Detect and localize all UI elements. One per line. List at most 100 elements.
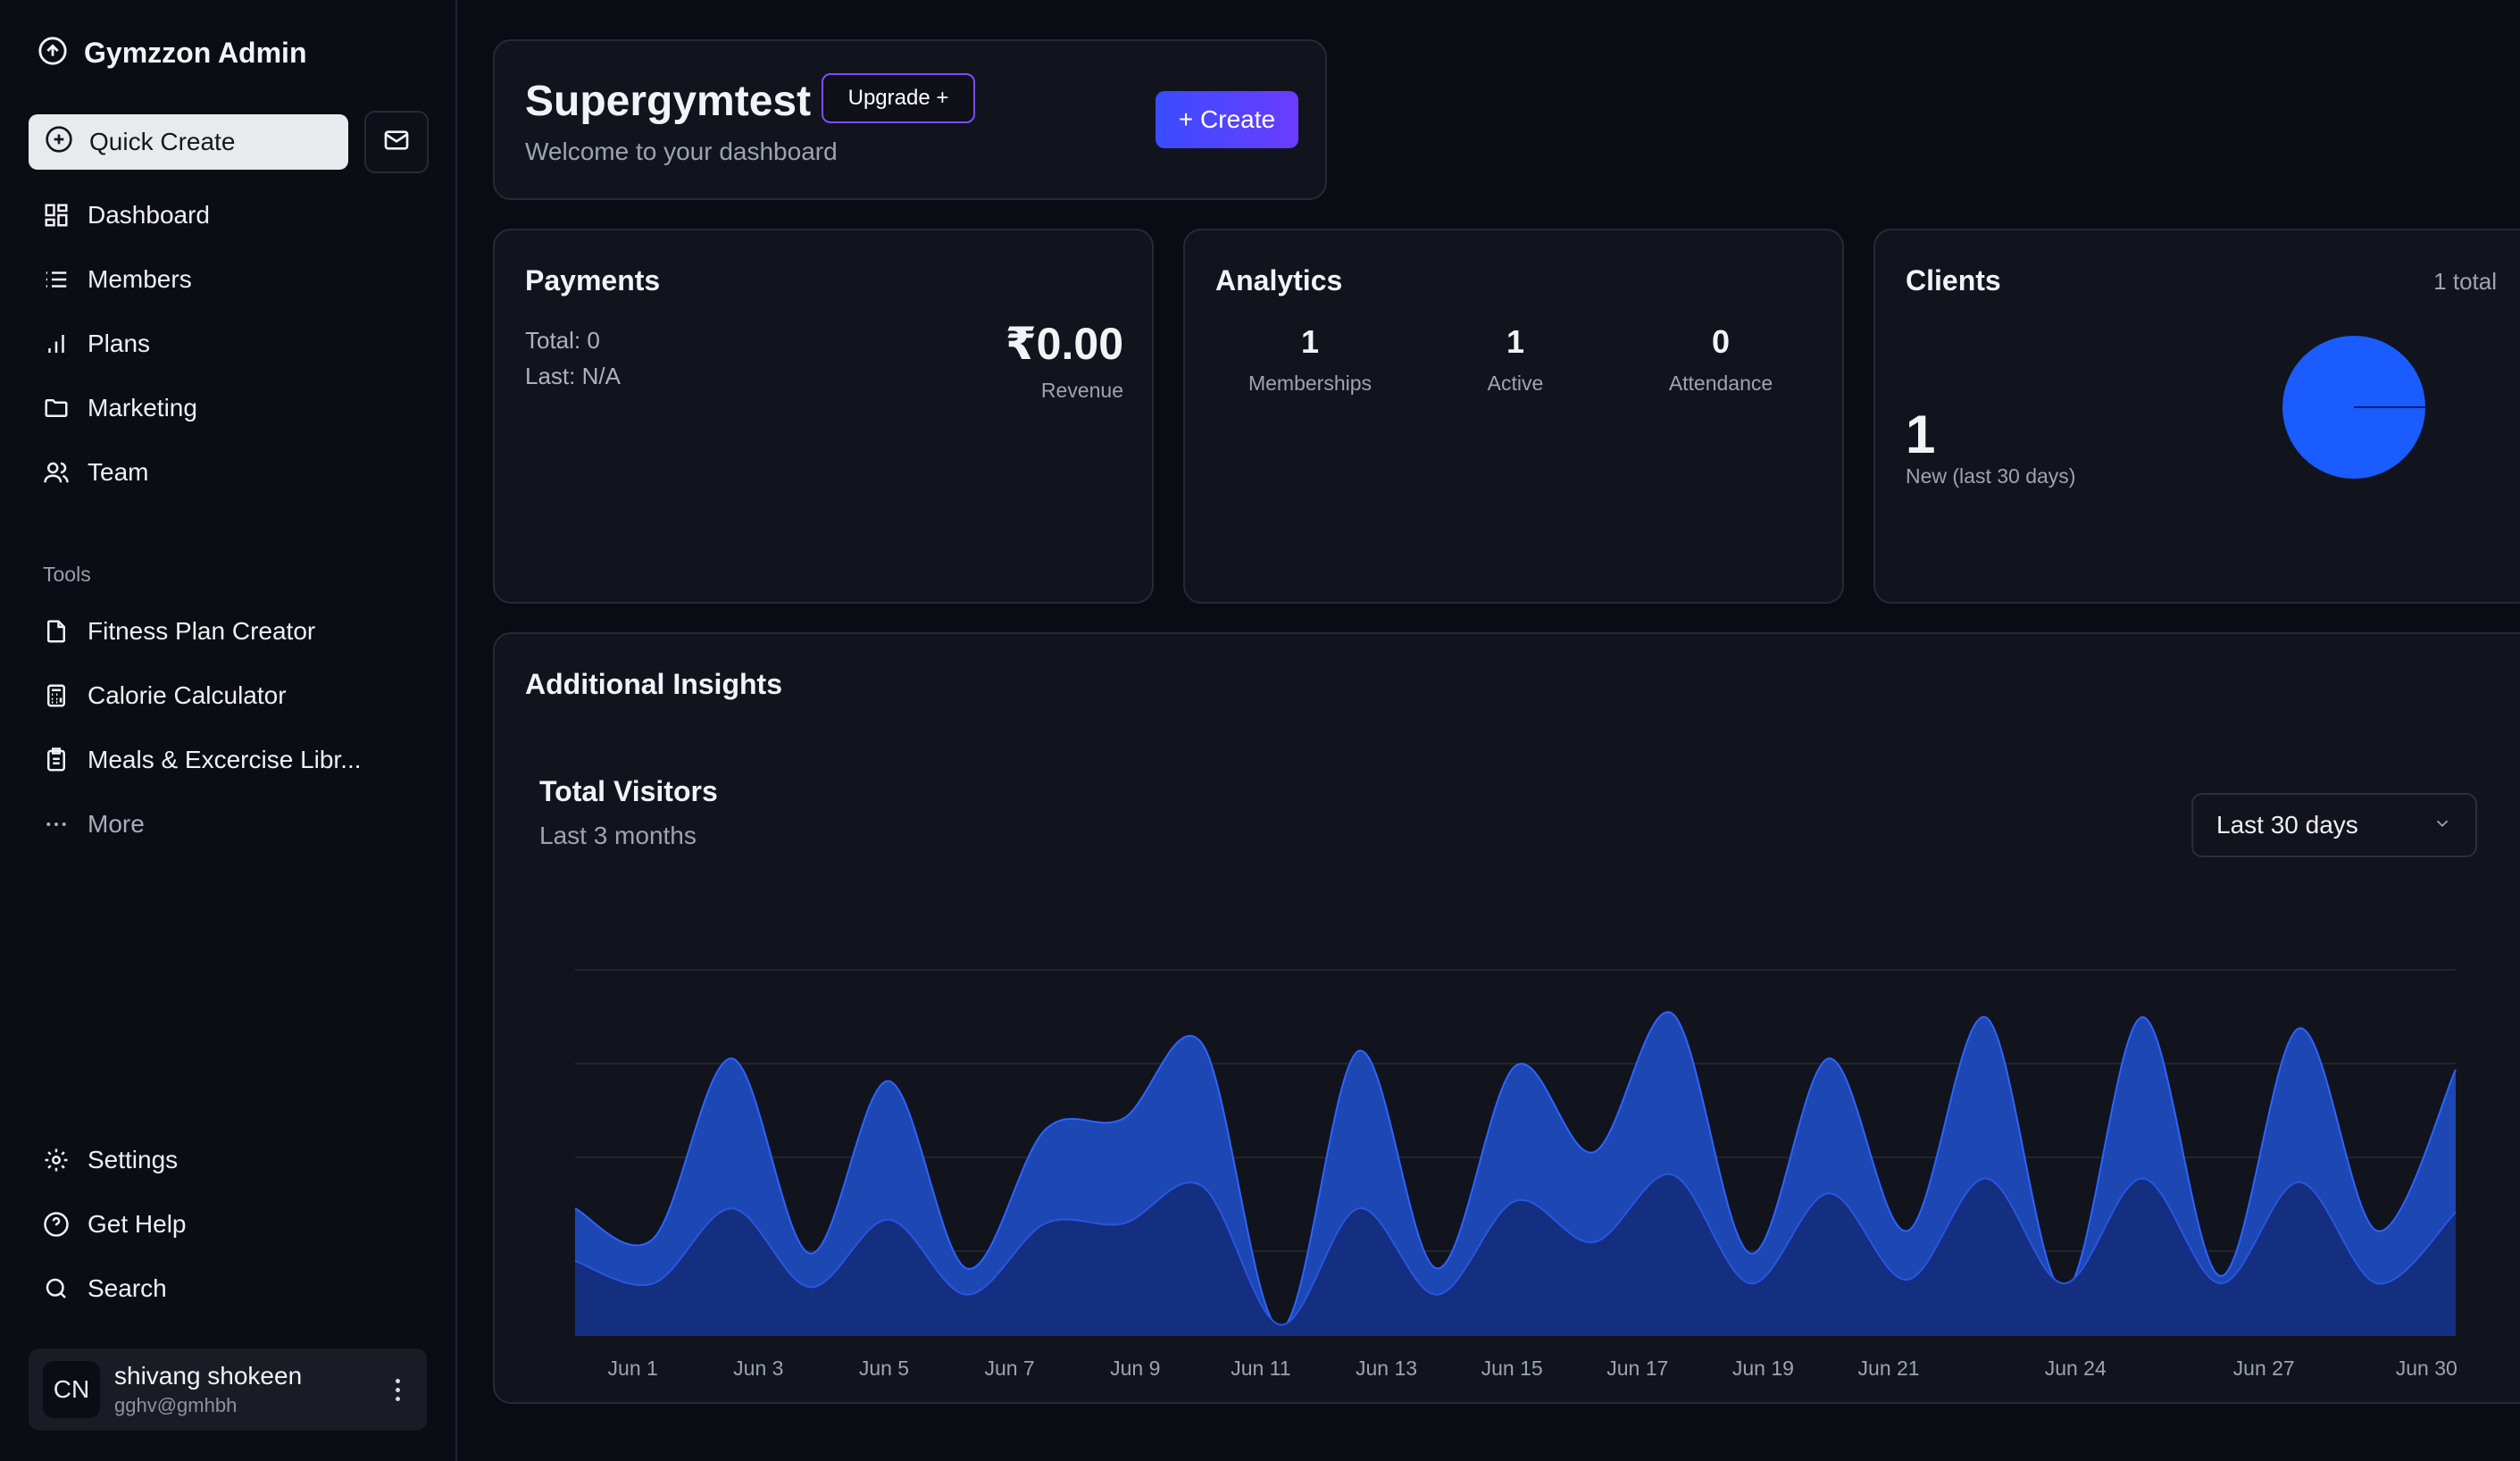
new-clients-label: New (last 30 days) (1906, 464, 2076, 488)
x-tick-label: Jun 5 (859, 1357, 909, 1380)
user-name: shivang shokeen (114, 1362, 303, 1390)
series-area-1 (575, 1173, 2456, 1336)
user-menu[interactable]: CN shivang shokeen gghv@gmhbh (29, 1348, 427, 1431)
upgrade-button[interactable]: Upgrade + (822, 73, 975, 123)
stat-memberships: 1 Memberships (1221, 323, 1399, 396)
help-circle-icon (41, 1209, 71, 1240)
sidebar-item-marketing[interactable]: Marketing (41, 393, 197, 423)
sidebar-item-calorie-calculator[interactable]: Calorie Calculator (41, 680, 287, 711)
brand[interactable]: Gymzzon Admin (38, 36, 306, 71)
gear-icon (41, 1145, 71, 1175)
stat-label: Attendance (1668, 372, 1773, 395)
new-clients-count: 1 (1906, 405, 1936, 464)
more-horizontal-icon (41, 809, 71, 839)
user-info: shivang shokeen gghv@gmhbh (114, 1362, 396, 1417)
series-line-1 (574, 1173, 2457, 1326)
revenue-label: Revenue (1040, 379, 1123, 402)
x-tick-label: Jun 11 (1231, 1357, 1290, 1380)
x-tick-label: Jun 13 (1356, 1357, 1417, 1380)
inbox-button[interactable] (364, 111, 429, 173)
payments-last: Last: N/A (525, 363, 621, 389)
x-tick-label: Jun 3 (733, 1357, 783, 1380)
sidebar-item-label: Marketing (88, 394, 197, 422)
sidebar-item-members[interactable]: Members (41, 264, 192, 295)
x-tick-label: Jun 17 (1606, 1357, 1668, 1380)
sidebar-item-dashboard[interactable]: Dashboard (41, 200, 210, 230)
chevron-down-icon (2432, 811, 2452, 839)
sidebar-item-label: More (88, 810, 145, 838)
list-icon (41, 264, 71, 295)
dashboard-icon (41, 200, 71, 230)
revenue-amount: ₹0.00 (1005, 319, 1123, 369)
sidebar-item-team[interactable]: Team (41, 457, 148, 488)
analytics-title: Analytics (1215, 264, 1343, 296)
x-tick-label: Jun 7 (984, 1357, 1034, 1380)
sidebar-item-plans[interactable]: Plans (41, 329, 150, 359)
chart-title: Total Visitors (539, 775, 718, 807)
bar-chart-icon (41, 329, 71, 359)
stat-value: 0 (1711, 323, 1731, 360)
sidebar-item-get-help[interactable]: Get Help (41, 1209, 187, 1240)
insights-card: Additional Insights Total Visitors Last … (493, 632, 2520, 1404)
sidebar-item-label: Members (88, 265, 192, 293)
calculator-icon (41, 680, 71, 711)
x-tick-label: Jun 24 (2045, 1357, 2107, 1380)
clients-pie-chart (2282, 336, 2425, 479)
x-tick-label: Jun 21 (1858, 1357, 1920, 1380)
analytics-card: Analytics 1 Memberships 1 Active 0 Atten… (1183, 229, 1844, 604)
clients-total: 1 total (2433, 268, 2497, 295)
x-tick-label: Jun 30 (2396, 1357, 2457, 1380)
sidebar-item-fitness-plan-creator[interactable]: Fitness Plan Creator (41, 616, 315, 647)
stat-value: 1 (1300, 323, 1320, 360)
sidebar-item-more[interactable]: More (41, 809, 145, 839)
sidebar-item-search[interactable]: Search (41, 1273, 167, 1304)
sidebar-item-label: Settings (88, 1146, 179, 1173)
stat-label: Active (1487, 372, 1544, 395)
clipboard-icon (41, 745, 71, 775)
x-tick-label: Jun 19 (1732, 1357, 1794, 1380)
clients-card: Clients 1 total 1 New (last 30 days) (1873, 229, 2520, 604)
stat-value: 1 (1506, 323, 1525, 360)
chart-subtitle: Last 3 months (539, 822, 697, 849)
mail-icon (382, 126, 411, 159)
x-tick-label: Jun 1 (608, 1357, 658, 1380)
file-icon (41, 616, 71, 647)
x-tick-label: Jun 9 (1110, 1357, 1160, 1380)
sidebar-item-label: Fitness Plan Creator (88, 617, 316, 645)
search-icon (41, 1273, 71, 1304)
payments-card: Payments Total: 0 Last: N/A ₹0.00 Revenu… (493, 229, 1154, 604)
sidebar: Gymzzon Admin Quick Create Dashboard Mem… (0, 0, 457, 1461)
x-tick-label: Jun 27 (2233, 1357, 2295, 1380)
visitors-area-chart: Jun 1 Jun 3 Jun 5 Jun 7 Jun 9 Jun 11 Jun 13 Jun… (574, 969, 2457, 1380)
sidebar-item-label: Search (88, 1274, 167, 1302)
more-vertical-icon[interactable] (396, 1378, 400, 1401)
date-range-select[interactable]: Last 30 days (2191, 793, 2477, 857)
users-icon (41, 457, 71, 488)
stat-attendance: 0 Attendance (1631, 323, 1810, 396)
stat-label: Memberships (1247, 372, 1373, 395)
page-title: Supergymtest (525, 78, 812, 125)
insights-title: Additional Insights (525, 668, 782, 700)
quick-create-label: Quick Create (89, 128, 236, 155)
upload-circle-icon (38, 36, 68, 71)
sidebar-item-label: Plans (88, 330, 151, 357)
page-subtitle: Welcome to your dashboard (525, 138, 838, 165)
dashboard-header-card: Supergymtest Upgrade + Welcome to your d… (493, 39, 1327, 200)
avatar: CN (43, 1361, 100, 1418)
x-tick-label: Jun 15 (1481, 1357, 1543, 1380)
sidebar-item-meals-library[interactable]: Meals & Excercise Libr... (41, 745, 362, 775)
payments-total: Total: 0 (525, 327, 600, 354)
sidebar-item-label: Dashboard (88, 201, 210, 229)
series-line-0 (574, 1011, 2457, 1330)
payments-title: Payments (525, 264, 661, 296)
folder-icon (41, 393, 71, 423)
create-button[interactable]: + Create (1156, 91, 1298, 148)
stat-active: 1 Active (1426, 323, 1605, 396)
sidebar-item-label: Team (88, 458, 149, 486)
sidebar-item-settings[interactable]: Settings (41, 1145, 178, 1175)
sidebar-item-label: Get Help (88, 1210, 187, 1238)
brand-title: Gymzzon Admin (84, 37, 307, 69)
quick-create-button[interactable]: Quick Create (29, 114, 348, 170)
user-email: gghv@gmhbh (114, 1394, 238, 1416)
date-range-value: Last 30 days (2216, 811, 2358, 839)
